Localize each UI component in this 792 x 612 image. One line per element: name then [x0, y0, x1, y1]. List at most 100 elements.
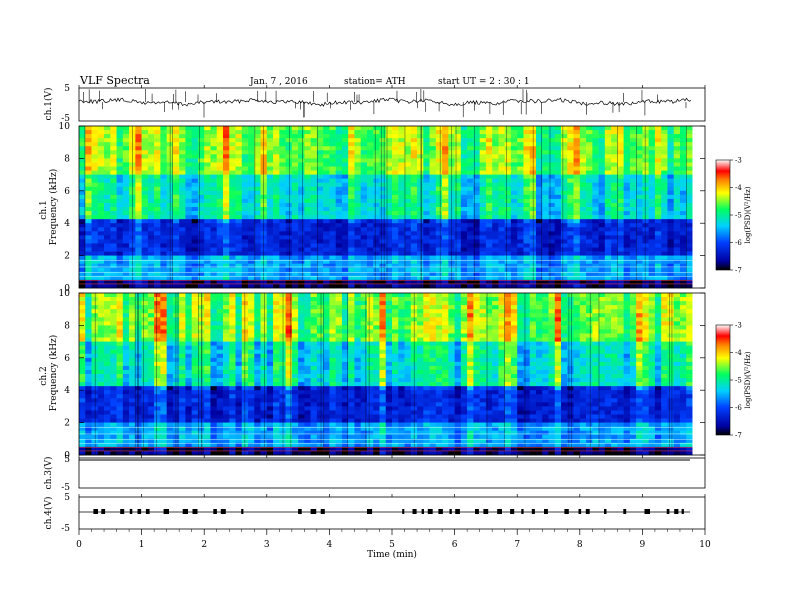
- spec-cell: [485, 251, 493, 256]
- spec-cell: [623, 198, 631, 204]
- spec-cell: [398, 202, 405, 208]
- spec-cell: [160, 255, 167, 260]
- spec-cell: [254, 178, 261, 183]
- spec-cell: [586, 325, 593, 330]
- spec-cell: [266, 211, 274, 216]
- spec-cell: [91, 146, 99, 151]
- spec-cell: [85, 138, 92, 143]
- spec-cell: [304, 263, 311, 269]
- spec-cell: [554, 126, 562, 131]
- spec-cell: [141, 174, 149, 179]
- spec-cell: [210, 301, 218, 306]
- spec-cell: [241, 166, 249, 171]
- spec-cell: [604, 202, 612, 208]
- spec-cell: [97, 325, 105, 330]
- spec-cell: [667, 138, 674, 143]
- spec-cell: [298, 154, 305, 159]
- spec-cell: [454, 166, 462, 171]
- spec-cell: [567, 309, 574, 314]
- spec-cell: [485, 211, 493, 216]
- spec-cell: [323, 211, 330, 216]
- spec-cell: [567, 251, 574, 256]
- spec-cell: [535, 309, 543, 314]
- spec-cell: [122, 202, 130, 208]
- spec-cell: [273, 138, 280, 143]
- spec-cell: [611, 227, 618, 232]
- spec-cell: [473, 126, 480, 131]
- spec-cell: [467, 207, 474, 212]
- spec-cell: [235, 211, 243, 216]
- spec-cell: [592, 194, 599, 200]
- spec-cell: [617, 142, 624, 147]
- spec-cell: [636, 219, 643, 224]
- spec-cell: [166, 313, 174, 318]
- spec-cell: [661, 313, 668, 318]
- spec-cell: [604, 146, 612, 151]
- spec-cell: [235, 263, 243, 269]
- spec-cell: [548, 305, 556, 310]
- spec-cell: [392, 126, 399, 131]
- spec-cell: [216, 202, 224, 208]
- spec-cell: [360, 134, 368, 139]
- spec-cell: [410, 243, 418, 248]
- spec-cell: [573, 239, 581, 244]
- spec-cell: [316, 182, 324, 188]
- spec-cell: [435, 275, 443, 281]
- spec-cell: [91, 178, 99, 183]
- spec-cell: [623, 150, 631, 155]
- spec-cell: [273, 150, 280, 155]
- spec-cell: [611, 190, 618, 196]
- spec-cell: [248, 243, 255, 248]
- spec-cell: [110, 126, 117, 131]
- spec-cell: [235, 198, 243, 204]
- spec-cell: [373, 279, 380, 285]
- spec-cell: [498, 251, 505, 256]
- spec-cell: [291, 305, 299, 310]
- spec-cell: [147, 301, 155, 306]
- spec-cell: [592, 251, 599, 256]
- spec-cell: [473, 313, 480, 318]
- spec-cell: [542, 190, 549, 196]
- spec-cell: [554, 146, 562, 151]
- spec-cell: [467, 219, 474, 224]
- spec-cell: [266, 138, 274, 143]
- spec-cell: [429, 317, 437, 322]
- spec-cell: [366, 150, 374, 155]
- spec-cell: [586, 150, 593, 155]
- spec-cell: [542, 178, 549, 183]
- spec-cell: [604, 194, 612, 200]
- spec-cell: [479, 194, 487, 200]
- spec-cell: [366, 279, 374, 285]
- spec-cell: [210, 275, 218, 281]
- spec-cell: [79, 202, 86, 208]
- spec-cell: [548, 263, 556, 269]
- spec-cell: [191, 325, 199, 330]
- spec-cell: [104, 247, 111, 252]
- spec-cell: [498, 321, 505, 326]
- spec-cell: [172, 174, 180, 179]
- spec-cell: [266, 202, 274, 208]
- spec-cell: [417, 134, 424, 139]
- spec-cell: [673, 166, 681, 171]
- spec-cell: [654, 239, 662, 244]
- spec-cell: [586, 267, 593, 273]
- spec-cell: [611, 182, 618, 188]
- spec-cell: [141, 170, 149, 175]
- spec-cell: [91, 263, 99, 269]
- spec-cell: [298, 130, 305, 135]
- spec-cell: [316, 223, 324, 228]
- spec-cell: [473, 255, 480, 260]
- spec-cell: [154, 271, 161, 277]
- spec-cell: [254, 190, 261, 196]
- spec-cell: [604, 134, 612, 139]
- spec-cell: [122, 275, 130, 281]
- spec-cell: [147, 174, 155, 179]
- spec-cell: [673, 239, 681, 244]
- spec-cell: [91, 219, 99, 224]
- spec-cell: [260, 321, 268, 326]
- spec-cell: [329, 321, 336, 326]
- spec-cell: [373, 182, 380, 188]
- spec-cell: [110, 259, 117, 264]
- spec-cell: [323, 178, 330, 183]
- spec-cell: [454, 134, 462, 139]
